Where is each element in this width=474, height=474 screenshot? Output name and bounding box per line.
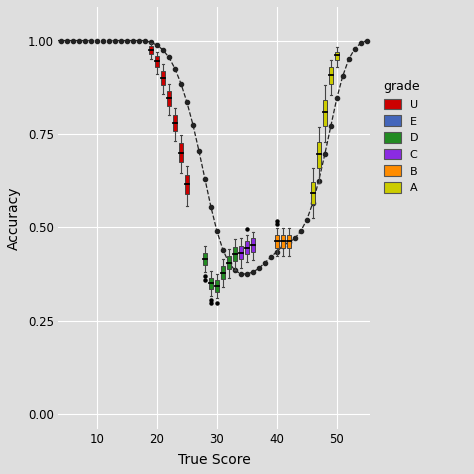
Legend: U, E, D, C, B, A: U, E, D, C, B, A (378, 76, 424, 198)
Bar (275, 235, 279, 248)
Bar (328, 67, 333, 83)
Bar (185, 175, 189, 194)
Bar (167, 91, 171, 106)
Bar (203, 254, 207, 264)
Bar (227, 256, 231, 269)
Bar (310, 182, 315, 204)
Bar (179, 143, 183, 162)
Bar (239, 246, 243, 259)
Bar (287, 235, 291, 248)
Bar (161, 71, 165, 85)
Bar (155, 56, 159, 67)
Bar (251, 238, 255, 252)
Bar (317, 142, 321, 167)
Bar (335, 52, 339, 60)
Bar (149, 46, 153, 54)
X-axis label: True Score: True Score (177, 453, 250, 467)
Bar (323, 100, 327, 126)
Bar (173, 115, 177, 131)
Bar (233, 246, 237, 261)
Bar (215, 280, 219, 292)
Bar (281, 235, 285, 248)
Bar (209, 278, 213, 289)
Bar (245, 241, 249, 254)
Bar (221, 266, 225, 279)
Y-axis label: Accuracy: Accuracy (7, 186, 21, 250)
